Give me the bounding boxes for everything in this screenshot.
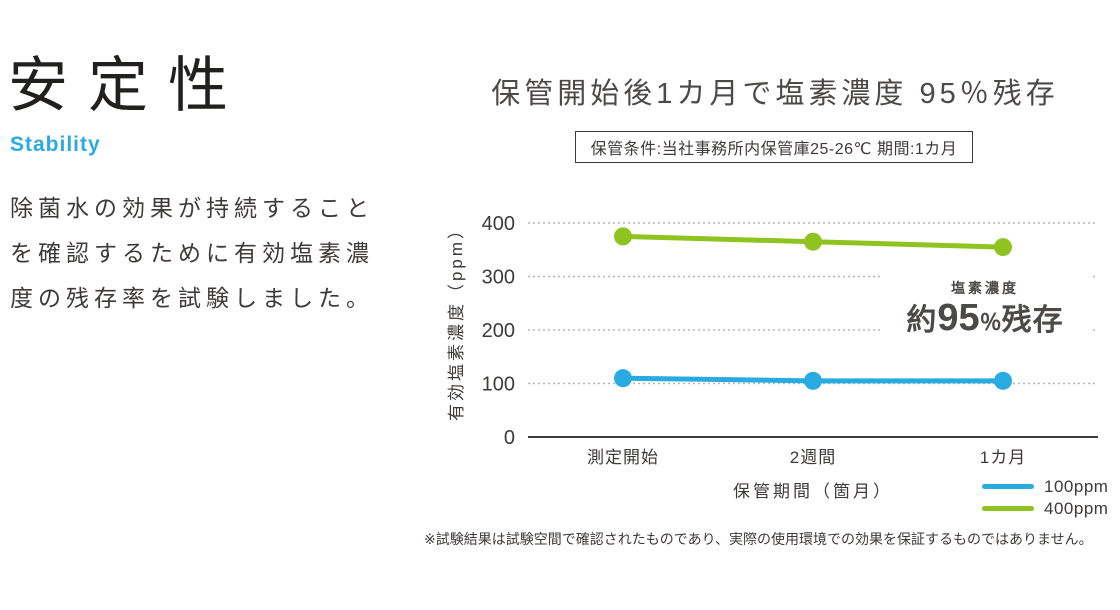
data-point-400ppm-1 <box>804 232 822 251</box>
annotation-label: 塩素濃度 <box>951 280 1019 296</box>
x-tick-label: 2週間 <box>790 448 836 467</box>
data-point-100ppm-0 <box>614 369 632 388</box>
y-tick-label: 300 <box>482 267 515 289</box>
data-point-100ppm-1 <box>804 371 822 390</box>
legend-label: 400ppm <box>1044 498 1109 518</box>
annotation-value-line: 約95％残存 <box>880 299 1090 345</box>
legend-item: 100ppm <box>982 476 1109 496</box>
heading-subtitle: Stability <box>10 133 101 156</box>
x-tick-label: 測定開始 <box>587 448 659 467</box>
data-point-100ppm-2 <box>994 371 1012 390</box>
intro-paragraph: 除菌水の効果が持続すること を確認するために有効塩素濃 度の残存率を試験しました… <box>10 186 410 321</box>
data-point-400ppm-0 <box>614 227 632 246</box>
storage-condition-text: 保管条件:当社事務所内保管庫25-26℃ 期間:1カ月 <box>590 141 958 158</box>
y-tick-label: 100 <box>482 374 515 396</box>
stability-chart: 0 100 200 300 400 測定開始 2週間 1カ月 <box>430 190 1110 520</box>
legend-swatch-100ppm <box>982 484 1034 489</box>
x-tick-label: 1カ月 <box>980 448 1026 467</box>
storage-condition-box: 保管条件:当社事務所内保管庫25-26℃ 期間:1カ月 <box>575 131 973 163</box>
chart-svg: 0 100 200 300 400 測定開始 2週間 1カ月 <box>482 213 1098 467</box>
chart-title: 保管開始後1カ月で塩素濃度 95％残存 <box>491 78 1059 110</box>
footnote: ※試験結果は試験空間で確認されたものであり、実際の使用環境での効果を保証するもの… <box>424 531 1093 547</box>
intro-line: を確認するために有効塩素濃 <box>10 241 374 266</box>
x-axis-label: 保管期間（箇月） <box>733 482 893 501</box>
legend-item: 400ppm <box>982 498 1109 518</box>
intro-line: 除菌水の効果が持続すること <box>10 196 374 221</box>
legend-swatch-400ppm <box>982 506 1034 511</box>
annotation-suffix: 残存 <box>1001 304 1064 337</box>
y-tick-label: 0 <box>504 427 515 449</box>
legend: 100ppm 400ppm <box>982 476 1109 518</box>
annotation-prefix: 約 <box>906 304 938 337</box>
legend-label: 100ppm <box>1044 476 1109 496</box>
intro-line: 度の残存率を試験しました。 <box>10 286 374 311</box>
data-point-400ppm-2 <box>994 238 1012 257</box>
y-tick-label: 200 <box>482 320 515 342</box>
chlorine-annotation: 塩素濃度 約95％残存 <box>880 274 1090 347</box>
section-heading: 安定性 <box>8 53 248 119</box>
annotation-value: 95 <box>937 297 980 339</box>
y-tick-label: 400 <box>482 213 515 235</box>
annotation-percent-sign: ％ <box>979 310 1002 335</box>
